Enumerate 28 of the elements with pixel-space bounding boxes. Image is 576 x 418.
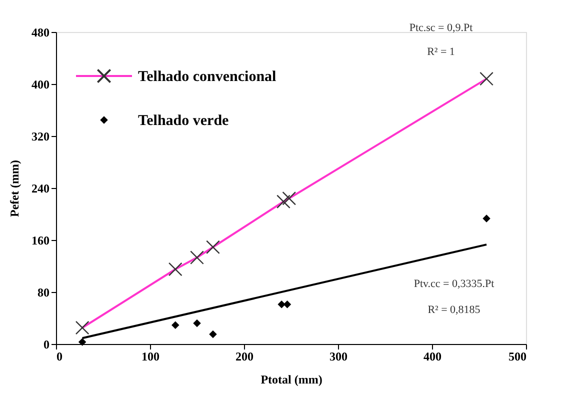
y-tick-label: 0 xyxy=(44,338,50,352)
y-tick-label: 480 xyxy=(32,26,50,40)
point xyxy=(193,319,201,328)
y-tick-label: 80 xyxy=(38,286,50,300)
x-axis-title: Ptotal (mm) xyxy=(260,372,322,386)
annotation: Ptc.sc = 0,9.Pt xyxy=(409,22,473,34)
point xyxy=(283,300,292,308)
y-tick-label: 160 xyxy=(32,234,50,248)
x-tick-label: 200 xyxy=(236,350,254,364)
annotation: Ptv.cc = 0,3335.Pt xyxy=(414,278,494,290)
y-axis-title: Pefet (mm) xyxy=(8,160,22,217)
point xyxy=(278,300,286,308)
y-tick-label: 400 xyxy=(32,78,50,92)
x-tick-label: 300 xyxy=(330,350,348,364)
point xyxy=(209,330,217,338)
point xyxy=(172,321,180,330)
legend-label: Telhado verde xyxy=(138,113,230,129)
x-tick-label: 500 xyxy=(508,350,526,364)
annotation: R² = 0,8185 xyxy=(428,304,481,316)
point xyxy=(78,338,86,346)
annotation: R² = 1 xyxy=(427,46,455,58)
x-tick-label: 100 xyxy=(142,350,160,364)
x-tick-label: 400 xyxy=(424,350,442,364)
x-tick-label: 0 xyxy=(56,350,62,364)
y-tick-label: 240 xyxy=(32,182,50,196)
point xyxy=(482,214,490,222)
legend-label: Telhado convencional xyxy=(138,69,276,85)
y-tick-label: 320 xyxy=(32,130,50,144)
